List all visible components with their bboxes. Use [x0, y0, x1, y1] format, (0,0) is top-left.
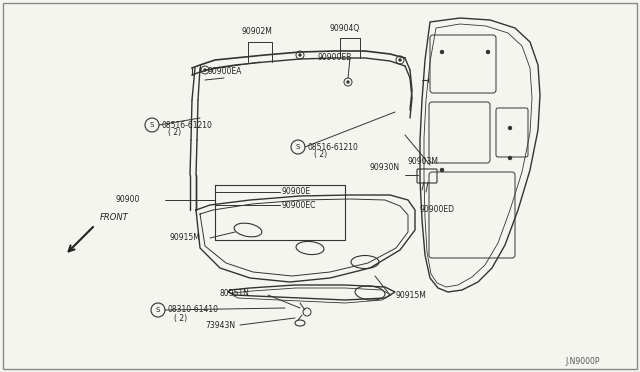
Text: 90915M: 90915M: [395, 291, 426, 299]
Text: J.N9000P: J.N9000P: [565, 357, 600, 366]
Text: 90900: 90900: [115, 196, 140, 205]
Text: 08516-61210: 08516-61210: [162, 121, 213, 129]
Text: 90900EA: 90900EA: [208, 67, 243, 77]
Text: 90900E: 90900E: [282, 186, 311, 196]
Text: 73943N: 73943N: [205, 321, 235, 330]
Text: 90900ED: 90900ED: [420, 205, 455, 215]
Text: FRONT: FRONT: [100, 214, 129, 222]
Text: 90902M: 90902M: [242, 28, 273, 36]
Circle shape: [486, 51, 490, 54]
Text: 80951N: 80951N: [220, 289, 250, 298]
Text: 90900EC: 90900EC: [282, 201, 316, 209]
Circle shape: [440, 169, 444, 171]
Text: 90930N: 90930N: [370, 164, 400, 173]
Text: 08516-61210: 08516-61210: [308, 142, 359, 151]
Circle shape: [347, 81, 349, 83]
Text: 90900EB: 90900EB: [318, 54, 352, 62]
Text: ( 2): ( 2): [168, 128, 181, 138]
Text: S: S: [156, 307, 160, 313]
Text: 90903M: 90903M: [408, 157, 439, 167]
Text: ( 2): ( 2): [314, 151, 327, 160]
Text: ( 2): ( 2): [174, 314, 187, 323]
Circle shape: [299, 54, 301, 56]
Circle shape: [204, 69, 206, 71]
Text: S: S: [150, 122, 154, 128]
Text: 90904Q: 90904Q: [330, 23, 360, 32]
Text: 90915M: 90915M: [170, 234, 201, 243]
Circle shape: [440, 51, 444, 54]
Text: S: S: [296, 144, 300, 150]
Circle shape: [509, 126, 511, 129]
Circle shape: [509, 157, 511, 160]
Text: 08310-61410: 08310-61410: [168, 305, 219, 314]
Circle shape: [399, 59, 401, 61]
